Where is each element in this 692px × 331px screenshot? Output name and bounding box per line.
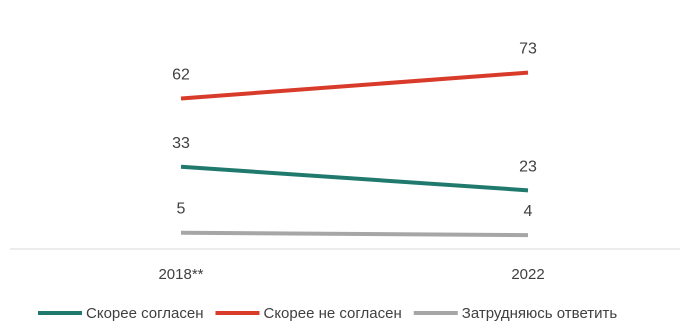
legend-label-2: Скорее не согласен — [263, 305, 401, 322]
x-tick-label-2: 2022 — [511, 266, 544, 283]
series-line-3 — [180, 230, 529, 238]
legend-label-1: Скорее согласен — [86, 305, 203, 322]
data-label-series-3-point-1: 5 — [177, 201, 186, 218]
data-label-series-1-point-2: 23 — [519, 158, 537, 175]
series-layer — [180, 70, 529, 238]
legend-label-3: Затрудняюсь ответить — [462, 305, 618, 322]
data-label-series-2-point-1: 62 — [172, 66, 190, 83]
data-labels-layer: 33 23 62 73 5 4 — [172, 41, 537, 220]
x-axis-ticks: 2018** 2022 — [158, 266, 544, 283]
series-line-2 — [180, 70, 529, 101]
data-label-series-2-point-2: 73 — [519, 41, 537, 58]
legend: Скорее согласен Скорее не согласен Затрудн… — [38, 305, 617, 322]
data-label-series-3-point-2: 4 — [524, 203, 533, 220]
series-line-1 — [180, 164, 529, 193]
x-tick-label-1: 2018** — [158, 266, 203, 283]
data-label-series-1-point-1: 33 — [172, 135, 190, 152]
